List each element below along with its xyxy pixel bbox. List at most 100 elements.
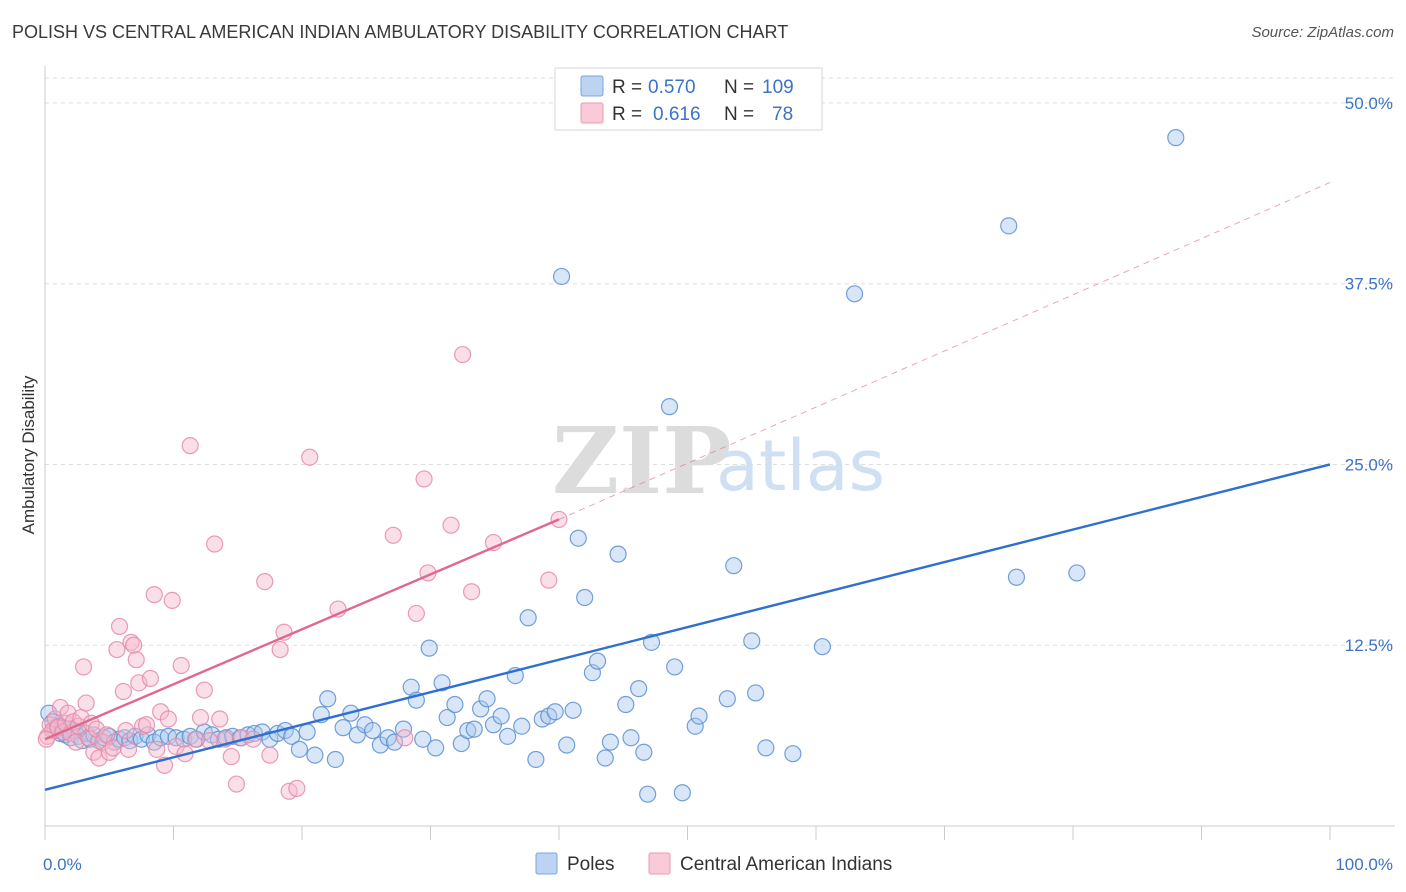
cai-point <box>301 448 319 466</box>
watermark: ZIP atlas <box>552 407 885 515</box>
poles-point <box>298 723 316 741</box>
cai-point <box>195 681 213 699</box>
cai-point <box>77 694 95 712</box>
legend-n-value-poles: 109 <box>762 77 794 98</box>
cai-point <box>191 708 210 727</box>
poles-point <box>609 545 627 563</box>
poles-point <box>596 749 614 767</box>
poles-point <box>686 717 704 735</box>
poles-point <box>446 695 464 714</box>
cai-point <box>122 633 140 651</box>
y-tick-label: 37.5% <box>1345 275 1393 294</box>
cai-point <box>167 737 185 756</box>
poles-point <box>784 745 802 763</box>
x-tick-label: 0.0% <box>43 855 82 874</box>
grid-layer <box>45 77 1395 646</box>
cai-point <box>114 682 132 701</box>
y-tick-label: 12.5% <box>1345 636 1393 655</box>
poles-point <box>558 736 576 754</box>
cai-point <box>108 640 126 659</box>
cai-point <box>396 729 414 747</box>
poles-point <box>438 708 456 727</box>
legend-swatch-poles <box>580 75 604 97</box>
chart-title: POLISH VS CENTRAL AMERICAN INDIAN AMBULA… <box>12 22 789 42</box>
poles-point <box>459 721 477 740</box>
cai-point <box>119 740 138 758</box>
cai-point <box>117 721 135 740</box>
poles-point <box>499 727 517 745</box>
poles-point <box>747 684 765 702</box>
legend-r-value-cai: 0.616 <box>653 104 701 125</box>
legend-n-value-cai: 78 <box>772 104 793 125</box>
cai-point <box>163 591 181 610</box>
poles-point <box>757 739 775 757</box>
y-tick-label: 25.0% <box>1345 455 1393 474</box>
poles-point <box>546 703 564 721</box>
cai-point <box>463 583 481 601</box>
cai-point <box>407 604 425 623</box>
cai-point <box>211 710 229 728</box>
poles-point <box>492 707 510 725</box>
poles-point <box>433 674 451 692</box>
legend-r-label-poles: R = <box>612 77 642 98</box>
poles-trend-line <box>44 463 1331 792</box>
poles-point <box>660 398 679 416</box>
cai-point <box>59 704 77 722</box>
correlation-legend: R = 0.570 N = 109 R = 0.616 N = 78 <box>554 67 823 131</box>
legend-n-label-poles: N = <box>724 77 754 98</box>
cai-point <box>442 516 460 534</box>
poles-point <box>326 750 345 769</box>
cai-point <box>125 636 143 654</box>
cai-point <box>110 617 129 636</box>
poles-point <box>478 690 496 708</box>
y-axis-label: Ambulatory Disability <box>19 375 38 534</box>
poles-point <box>564 701 582 719</box>
tick-label-layer: 12.5% 25.0% 37.5% 50.0% 0.0% 100.0% <box>43 94 1393 874</box>
cai-point <box>74 658 93 676</box>
cai-point <box>186 730 204 748</box>
watermark-atlas: atlas <box>716 425 885 507</box>
cai-point <box>148 740 166 758</box>
cai-point <box>137 716 156 734</box>
poles-point <box>414 730 432 748</box>
poles-point <box>622 729 640 747</box>
cai-point <box>540 571 558 589</box>
poles-point <box>725 557 743 575</box>
poles-point <box>385 733 404 751</box>
legend-swatch-cai <box>580 102 604 124</box>
legend-r-label-cai: R = <box>612 104 642 125</box>
cai-point <box>104 739 122 757</box>
poles-point <box>427 739 445 757</box>
poles-point <box>1167 129 1185 147</box>
cai-point <box>181 437 199 455</box>
trend-layer <box>44 182 1331 792</box>
poles-point <box>630 680 648 698</box>
poles-point <box>576 588 594 607</box>
cai-point <box>256 572 274 591</box>
cai-point <box>141 669 159 688</box>
poles-point <box>1007 568 1026 586</box>
poles-point <box>394 720 413 738</box>
poles-point <box>519 609 537 627</box>
poles-point <box>1000 217 1018 235</box>
poles-point <box>465 720 483 738</box>
poles-point <box>319 690 337 708</box>
cai-point <box>261 746 279 764</box>
legend-r-value-poles: 0.570 <box>648 77 696 98</box>
cai-point <box>206 535 224 553</box>
legend-n-label-cai: N = <box>724 104 754 125</box>
poles-point <box>845 285 864 303</box>
poles-point <box>635 743 653 761</box>
watermark-zip: ZIP <box>552 407 731 515</box>
poles-point <box>420 639 438 657</box>
bottom-legend-swatch-poles <box>535 852 558 875</box>
x-tick-label: 100.0% <box>1335 855 1393 874</box>
poles-point <box>569 529 587 547</box>
poles-point <box>1068 564 1086 582</box>
cai-point <box>90 749 108 767</box>
poles-point <box>527 750 545 769</box>
axes-layer <box>44 66 1395 840</box>
poles-point <box>364 721 382 740</box>
cai-point <box>145 586 163 604</box>
